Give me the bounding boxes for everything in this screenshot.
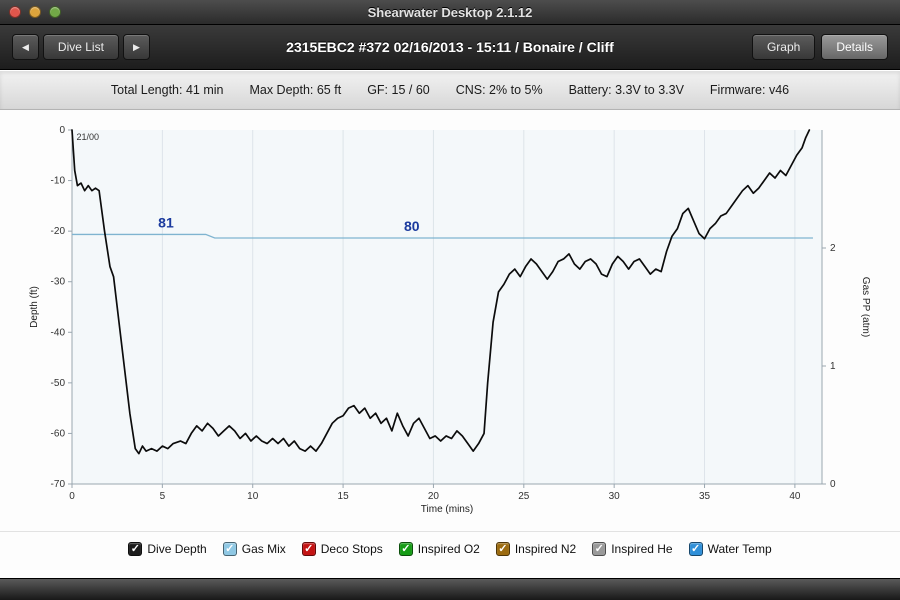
legend-label: Dive Depth — [147, 542, 207, 556]
legend-item-dive-depth[interactable]: ✓ Dive Depth — [128, 542, 207, 556]
checkbox-water-temp[interactable]: ✓ — [688, 542, 703, 556]
stat-max-depth-: Max Depth: 65 ft — [249, 82, 342, 97]
svg-text:30: 30 — [609, 491, 621, 502]
svg-text:0: 0 — [59, 125, 65, 136]
checkbox-inspired-he[interactable]: ✓ — [592, 542, 607, 556]
dive-profile-chart: 0 5 10 15 20 25 30 35 40 0 -10 -20 -30 -40 -50 -60 -70 0 1… — [0, 110, 900, 523]
svg-text:-50: -50 — [51, 378, 66, 389]
svg-text:Time (mins): Time (mins) — [421, 504, 473, 515]
svg-text:80: 80 — [404, 218, 420, 234]
svg-text:-20: -20 — [51, 226, 66, 237]
legend-strip: ✓ Dive Depth ✓ Gas Mix ✓ Deco Stops ✓ Inspired … — [0, 531, 900, 556]
legend-label: Gas Mix — [241, 542, 286, 556]
svg-text:81: 81 — [158, 214, 174, 230]
legend-label: Deco Stops — [320, 542, 383, 556]
checkbox-inspired-n2[interactable]: ✓ — [495, 542, 510, 556]
legend-item-inspired-n2[interactable]: ✓ Inspired N2 — [495, 542, 577, 556]
svg-text:25: 25 — [518, 491, 530, 502]
prev-dive-button[interactable]: ◀ — [12, 34, 39, 60]
svg-text:40: 40 — [789, 491, 801, 502]
window-controls — [9, 6, 61, 18]
right-arrow-icon: ▶ — [132, 41, 140, 52]
minimize-button[interactable] — [29, 6, 41, 18]
window-title: Shearwater Desktop 2.1.12 — [367, 4, 533, 20]
checkbox-deco-stops[interactable]: ✓ — [301, 542, 316, 556]
status-bar — [0, 578, 900, 600]
svg-text:2: 2 — [830, 243, 836, 254]
dive-list-button[interactable]: Dive List — [42, 34, 119, 60]
checkbox-gas-mix[interactable]: ✓ — [222, 542, 237, 556]
checkbox-dive-depth[interactable]: ✓ — [128, 542, 143, 556]
svg-text:21/00: 21/00 — [77, 132, 100, 142]
legend-item-inspired-o2[interactable]: ✓ Inspired O2 — [398, 542, 480, 556]
svg-text:Gas PP (atm): Gas PP (atm) — [860, 277, 870, 337]
title-bar: Shearwater Desktop 2.1.12 — [0, 0, 900, 25]
legend-label: Inspired He — [611, 542, 673, 556]
stat-battery-: Battery: 3.3V to 3.3V — [568, 82, 684, 97]
next-dive-button[interactable]: ▶ — [122, 34, 150, 60]
svg-text:5: 5 — [160, 491, 166, 502]
legend-label: Water Temp — [707, 542, 772, 556]
svg-text:20: 20 — [428, 491, 440, 502]
svg-text:0: 0 — [830, 479, 836, 490]
legend-item-gas-mix[interactable]: ✓ Gas Mix — [222, 542, 286, 556]
svg-text:15: 15 — [338, 491, 350, 502]
details-tab-button[interactable]: Details — [821, 34, 888, 60]
main-content: 0 5 10 15 20 25 30 35 40 0 -10 -20 -30 -40 -50 -60 -70 0 1… — [0, 110, 900, 578]
stat-cns-: CNS: 2% to 5% — [455, 82, 543, 97]
close-button[interactable] — [9, 6, 21, 18]
svg-text:-10: -10 — [51, 176, 66, 187]
svg-text:0: 0 — [69, 491, 75, 502]
svg-text:-60: -60 — [51, 428, 66, 439]
legend-item-deco-stops[interactable]: ✓ Deco Stops — [301, 542, 383, 556]
legend-item-water-temp[interactable]: ✓ Water Temp — [688, 542, 772, 556]
chart-svg: 0 5 10 15 20 25 30 35 400-10-20-30-40-50-60-70 01… — [29, 125, 871, 515]
svg-text:10: 10 — [247, 491, 259, 502]
info-bar-stats: Total Length: 41 min Max Depth: 65 ft GF: … — [0, 70, 900, 110]
dive-list-controls: ◀ Dive List ▶ — [12, 34, 150, 60]
svg-text:Depth (ft): Depth (ft) — [29, 286, 40, 328]
svg-text:-30: -30 — [51, 277, 66, 288]
legend-item-inspired-he[interactable]: ✓ Inspired He — [592, 542, 673, 556]
left-arrow-icon: ◀ — [22, 41, 29, 52]
nav-bar: 2315EBC2 #372 02/16/2013 - 15:11 / Bonai… — [0, 25, 900, 70]
checkbox-inspired-o2[interactable]: ✓ — [398, 542, 413, 556]
stat-firmware-: Firmware: v46 — [709, 82, 790, 97]
stat-total-length-: Total Length: 41 min — [110, 82, 224, 97]
svg-text:-40: -40 — [51, 327, 66, 338]
legend-label: Inspired N2 — [514, 542, 577, 556]
graph-tab-button[interactable]: Graph — [751, 34, 816, 60]
zoom-button[interactable] — [49, 6, 61, 18]
svg-text:-70: -70 — [51, 479, 66, 490]
stat-gf-: GF: 15 / 60 — [367, 82, 430, 97]
legend-label: Inspired O2 — [417, 542, 480, 556]
svg-text:35: 35 — [699, 491, 711, 502]
svg-text:1: 1 — [830, 361, 836, 372]
view-switcher: Graph Details — [751, 34, 888, 60]
legend-row: ✓ Dive Depth ✓ Gas Mix ✓ Deco Stops ✓ Inspired … — [0, 542, 900, 556]
